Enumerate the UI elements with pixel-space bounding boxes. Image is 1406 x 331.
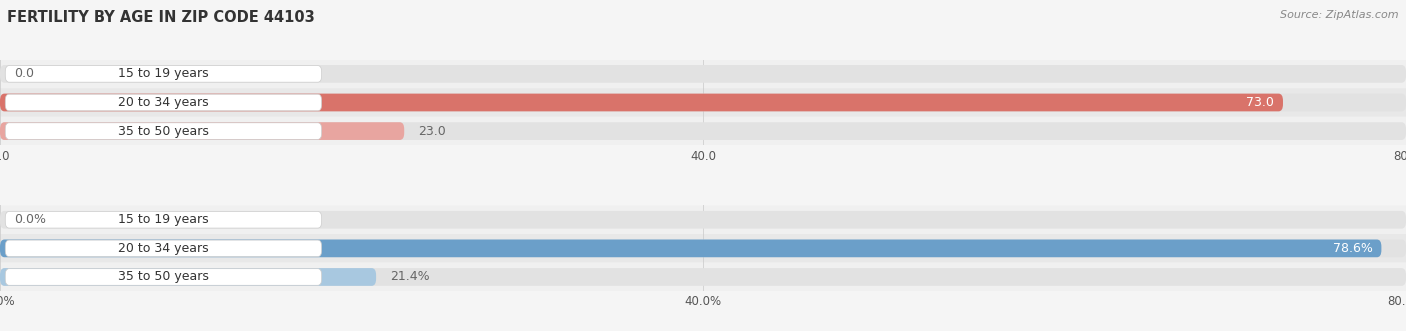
- FancyBboxPatch shape: [0, 268, 1406, 286]
- FancyBboxPatch shape: [0, 240, 1381, 257]
- FancyBboxPatch shape: [6, 269, 322, 285]
- FancyBboxPatch shape: [6, 123, 322, 139]
- FancyBboxPatch shape: [0, 234, 1406, 263]
- Text: FERTILITY BY AGE IN ZIP CODE 44103: FERTILITY BY AGE IN ZIP CODE 44103: [7, 10, 315, 25]
- FancyBboxPatch shape: [0, 206, 1406, 234]
- Text: 78.6%: 78.6%: [1333, 242, 1372, 255]
- Text: 73.0: 73.0: [1246, 96, 1274, 109]
- Text: 23.0: 23.0: [419, 124, 446, 138]
- Text: 21.4%: 21.4%: [389, 270, 430, 283]
- FancyBboxPatch shape: [0, 211, 1406, 229]
- Text: 35 to 50 years: 35 to 50 years: [118, 270, 209, 283]
- Text: 15 to 19 years: 15 to 19 years: [118, 213, 208, 226]
- FancyBboxPatch shape: [0, 122, 1406, 140]
- FancyBboxPatch shape: [6, 212, 322, 228]
- FancyBboxPatch shape: [0, 60, 1406, 88]
- FancyBboxPatch shape: [6, 240, 322, 257]
- FancyBboxPatch shape: [0, 117, 1406, 145]
- FancyBboxPatch shape: [6, 94, 322, 111]
- FancyBboxPatch shape: [0, 65, 1406, 83]
- FancyBboxPatch shape: [0, 268, 375, 286]
- FancyBboxPatch shape: [0, 94, 1406, 111]
- FancyBboxPatch shape: [6, 66, 322, 82]
- Text: Source: ZipAtlas.com: Source: ZipAtlas.com: [1281, 10, 1399, 20]
- FancyBboxPatch shape: [0, 122, 405, 140]
- FancyBboxPatch shape: [0, 263, 1406, 291]
- Text: 20 to 34 years: 20 to 34 years: [118, 242, 208, 255]
- FancyBboxPatch shape: [0, 240, 1406, 257]
- Text: 20 to 34 years: 20 to 34 years: [118, 96, 208, 109]
- FancyBboxPatch shape: [0, 94, 1282, 111]
- Text: 15 to 19 years: 15 to 19 years: [118, 68, 208, 80]
- Text: 35 to 50 years: 35 to 50 years: [118, 124, 209, 138]
- Text: 0.0%: 0.0%: [14, 213, 46, 226]
- FancyBboxPatch shape: [0, 88, 1406, 117]
- Text: 0.0: 0.0: [14, 68, 34, 80]
